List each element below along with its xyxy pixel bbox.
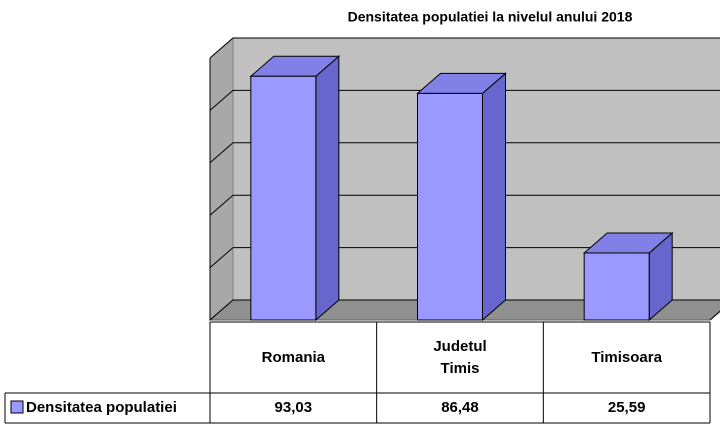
legend-swatch xyxy=(10,400,24,414)
bar xyxy=(417,92,483,321)
grid-line xyxy=(209,142,234,164)
value-label: 86,48 xyxy=(441,399,479,416)
chart-title: Densitatea populatiei la nivelul anului … xyxy=(348,9,633,25)
bar-side xyxy=(482,72,506,322)
legend-label: Densitatea populatiei xyxy=(26,399,177,416)
bar-side xyxy=(315,55,340,322)
grid-line xyxy=(209,247,234,268)
value-label: 25,59 xyxy=(607,399,646,416)
bar xyxy=(583,252,650,321)
x-tick-label: Timisoara xyxy=(591,348,662,366)
bar xyxy=(250,75,317,321)
value-label: 93,03 xyxy=(274,399,313,416)
grid-line xyxy=(209,194,234,216)
x-tick-label: Judetul Timis xyxy=(433,337,487,377)
grid-line xyxy=(209,37,234,59)
grid-line xyxy=(209,90,234,111)
table-line xyxy=(709,310,720,321)
x-tick-label: Romania xyxy=(261,348,325,366)
grid-line xyxy=(209,299,234,321)
side-wall xyxy=(209,36,234,322)
